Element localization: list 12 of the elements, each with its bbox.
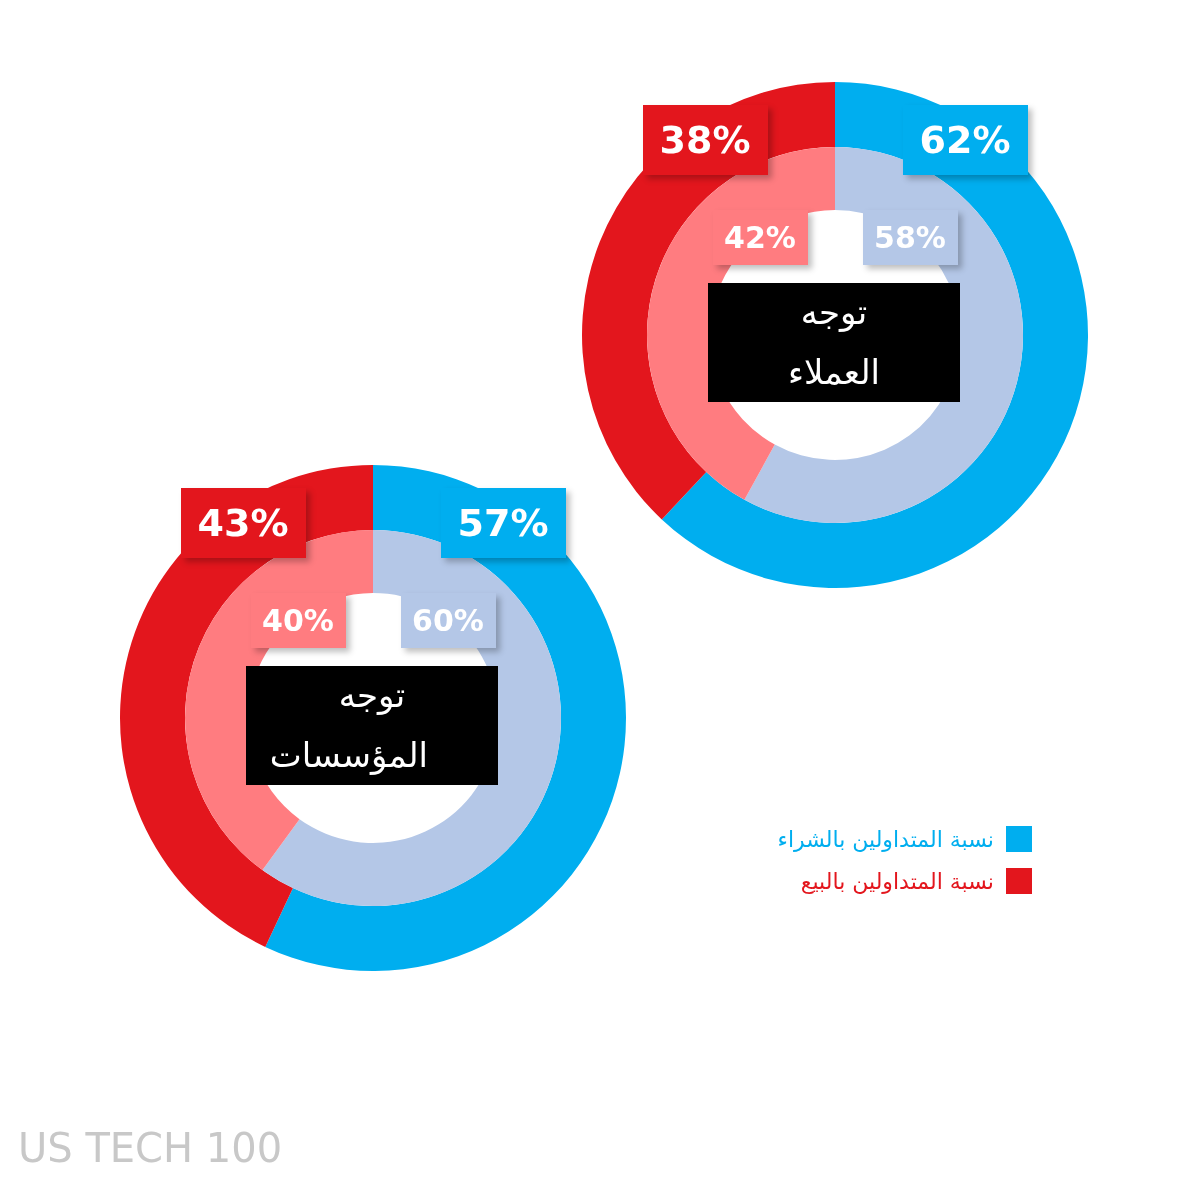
- data-label: 57%: [440, 488, 566, 558]
- data-label: 62%: [902, 105, 1028, 175]
- data-label: 43%: [180, 488, 306, 558]
- text: توجه العملاء: [708, 283, 960, 402]
- data-label: 58%: [862, 209, 958, 265]
- legend-label: نسبة المتداولين بالبيع: [800, 868, 994, 894]
- legend-label: نسبة المتداولين بالشراء: [777, 826, 994, 852]
- text: توجه المؤسسات: [246, 666, 498, 785]
- data-label: 42%: [712, 209, 808, 265]
- data-label: 40%: [250, 592, 346, 648]
- data-label: 60%: [400, 592, 496, 648]
- data-label: 38%: [642, 105, 768, 175]
